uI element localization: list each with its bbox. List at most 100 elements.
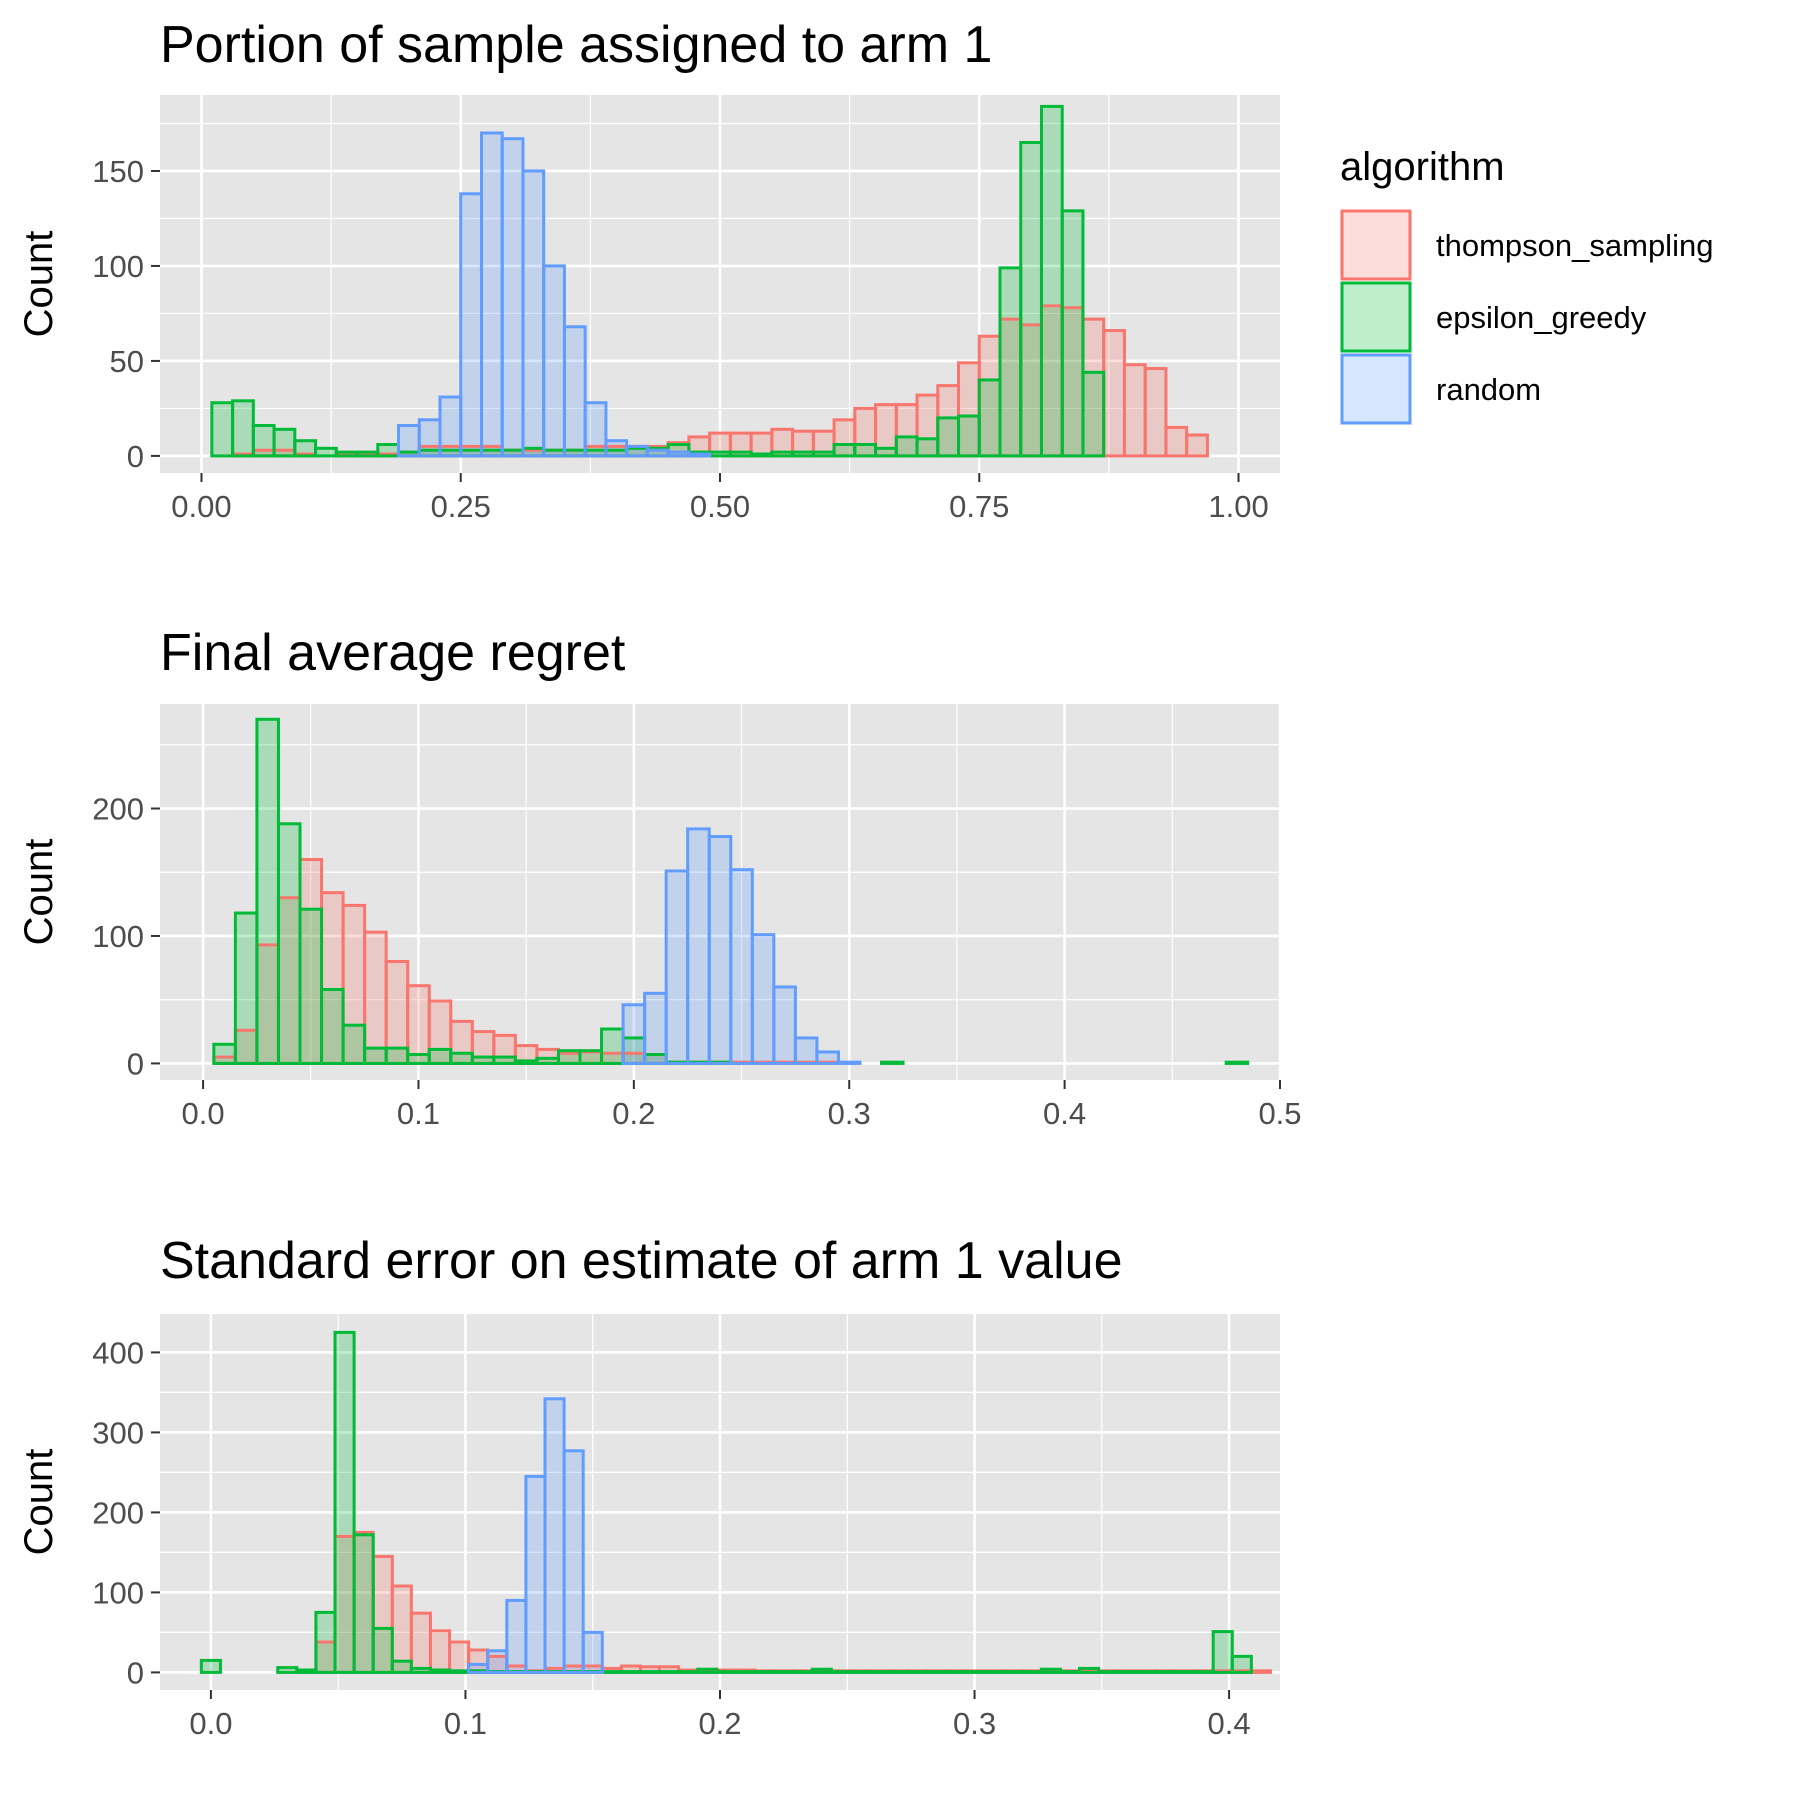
bar-fill-epsilon_greedy [460,450,482,456]
bar-fill-thompson_sampling [274,450,295,456]
bar-fill-epsilon_greedy [419,450,440,456]
bar-fill-random [525,1476,545,1673]
bar-outline-random [836,1060,862,1065]
bar-fill-epsilon_greedy [201,1660,221,1673]
bar-outline-epsilon_greedy [1058,1670,1082,1674]
bar-fill-epsilon_greedy [536,1058,559,1064]
bar-fill-random [752,934,774,1064]
y-tick-label: 300 [92,1415,144,1450]
bar-fill-epsilon_greedy [450,1053,473,1064]
legend: algorithm thompson_sampling epsilon_gree… [1340,145,1713,425]
bar-outline-epsilon_greedy [906,1670,929,1674]
bar-fill-epsilon_greedy [407,1054,430,1064]
bar-fill-thompson_sampling [626,446,648,456]
y-tick-label: 150 [92,154,144,189]
bar-fill-epsilon_greedy [834,444,855,456]
bar-fill-thompson_sampling [558,1053,580,1064]
bar-fill-random [460,193,482,456]
bar-fill-random [398,425,420,456]
bar-fill-thompson_sampling [583,1666,603,1673]
bar-fill-thompson_sampling [472,1031,494,1064]
bar-outline-epsilon_greedy [753,1670,776,1674]
bar-fill-thompson_sampling [644,1054,667,1064]
bar-outline-epsilon_greedy [1230,1654,1253,1674]
bar-fill-thompson_sampling [1124,364,1146,456]
bar-fill-thompson_sampling [429,1000,451,1064]
y-tick-label: 0 [127,439,144,474]
bar-fill-thompson_sampling [1186,435,1208,456]
bar-fill-thompson_sampling [1103,330,1125,456]
bar-fill-thompson_sampling [958,362,980,456]
bar-fill-thompson_sampling [386,961,408,1064]
bar-fill-thompson_sampling [979,336,1000,456]
bar-outline-epsilon_greedy [341,1023,367,1065]
bar-fill-random [605,440,627,456]
bar-fill-random [773,986,796,1064]
bar-fill-thompson_sampling [937,385,959,456]
bar-fill-epsilon_greedy [256,719,279,1064]
bar-fill-thompson_sampling [430,1630,450,1673]
bar-fill-epsilon_greedy [585,450,606,456]
bar-outline-epsilon_greedy [1020,1670,1043,1674]
bar-outline-thompson_sampling [1185,433,1209,458]
bar-fill-epsilon_greedy [274,429,295,456]
bar-fill-epsilon_greedy [1020,142,1042,456]
y-tick-label: 200 [92,792,144,827]
bar-fill-thompson_sampling [253,450,275,456]
bar-outline-random [562,1449,585,1674]
bar-fill-epsilon_greedy [792,452,814,456]
bar-outline-epsilon_greedy [848,1670,872,1674]
bar-fill-thompson_sampling [621,1666,641,1673]
bar-outline-epsilon_greedy [982,1670,1005,1674]
bar-fill-thompson_sampling [321,892,344,1064]
histogram-bars [212,717,1250,1065]
bar-fill-thompson_sampling [1165,427,1187,456]
bar-fill-epsilon_greedy [481,450,503,456]
bar-fill-epsilon_greedy [854,444,876,456]
x-tick-label: 0.00 [171,489,231,524]
bar-fill-random [522,170,544,456]
bar-fill-thompson_sampling [449,1642,469,1673]
bar-fill-thompson_sampling [771,429,793,456]
bar-fill-thompson_sampling [407,985,430,1064]
bar-fill-thompson_sampling [709,433,731,456]
y-axis-label: Count [17,839,61,946]
bar-fill-random [795,1037,817,1064]
legend-title: algorithm [1340,145,1505,189]
bar-fill-thompson_sampling [278,897,300,1064]
bar-fill-epsilon_greedy [300,909,322,1064]
bar-fill-epsilon_greedy [564,450,586,456]
bar-fill-epsilon_greedy [354,1534,374,1673]
bar-fill-random [730,869,753,1064]
bar-fill-epsilon_greedy [917,438,938,456]
bar-fill-thompson_sampling [398,452,420,456]
bar-outline-epsilon_greedy [1097,1670,1120,1674]
bar-outline-epsilon_greedy [749,452,774,458]
panel-2: Final average regret 0.0 0.1 0.2 0.3 0.4 0.5 0 1… [17,624,1302,1131]
bar-fill-thompson_sampling [213,1057,236,1064]
bar-fill-epsilon_greedy [896,436,918,456]
bar-outline-epsilon_greedy [1173,1670,1196,1674]
bar-fill-thompson_sampling [601,1053,624,1064]
bar-fill-epsilon_greedy [543,450,565,456]
bar-fill-thompson_sampling [335,1536,355,1673]
bar-fill-epsilon_greedy [644,1054,667,1064]
bar-outline-epsilon_greedy [887,1670,910,1674]
bar-outline-epsilon_greedy [677,1670,700,1674]
bar-fill-random [583,1632,603,1673]
bar-outline-epsilon_greedy [772,1670,795,1674]
bar-fill-random [666,870,688,1064]
bar-outline-epsilon_greedy [791,1670,814,1674]
bar-fill-random [668,452,689,456]
x-tick-label: 0.2 [698,1706,741,1741]
bar-outline-epsilon_greedy [619,1670,642,1674]
legend-label-random: random [1436,372,1541,407]
bar-fill-epsilon_greedy [232,400,254,456]
bar-fill-thompson_sampling [502,450,523,456]
bar-fill-thompson_sampling [468,1650,488,1673]
y-tick-label: 100 [92,1575,144,1610]
bar-fill-epsilon_greedy [1082,372,1104,456]
bar-fill-epsilon_greedy [771,452,793,456]
bar-fill-random [502,138,523,456]
